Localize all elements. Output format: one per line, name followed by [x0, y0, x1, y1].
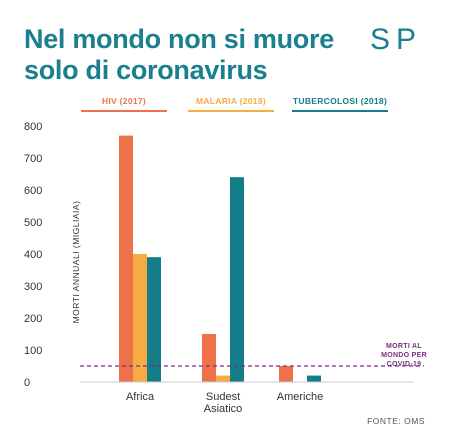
chart-title: Nel mondo non si muore solo di coronavir… — [24, 24, 374, 86]
source-note: FONTE: OMS — [367, 416, 425, 426]
legend-swatch-hiv — [81, 110, 167, 112]
covid-reference-label-line-2: MONDO PER — [381, 352, 427, 359]
bar-malaria-africa — [133, 254, 147, 382]
chart-title-line-1: Nel mondo non si muore — [24, 24, 334, 54]
legend-item-malaria: MALARIA (2018) — [188, 96, 274, 112]
covid-reference-label-line-3: COVID-19 — [387, 361, 422, 368]
y-tick-label-300: 300 — [24, 281, 42, 293]
bar-hiv-africa — [119, 135, 133, 382]
ispi-logo: ISPI — [368, 24, 424, 51]
y-tick-label-800: 800 — [24, 121, 42, 133]
y-tick-label-200: 200 — [24, 313, 42, 325]
y-tick-label-0: 0 — [24, 377, 30, 389]
legend-swatch-malaria — [188, 110, 274, 112]
covid-reference-label-line-1: MORTI AL — [386, 343, 422, 350]
bar-hiv-americhe — [279, 366, 293, 382]
bar-tuberculosis-sudest-asiatico — [230, 177, 244, 382]
ispi-logo-text: ISPI — [368, 24, 424, 51]
y-tick-label-100: 100 — [24, 345, 42, 357]
y-tick-label-500: 500 — [24, 217, 42, 229]
chart-title-line-2: solo di coronavirus — [24, 55, 268, 85]
y-tick-label-400: 400 — [24, 249, 42, 261]
legend-item-tuberculosis: TUBERCOLOSI (2018) — [292, 96, 388, 112]
legend-label-tuberculosis: TUBERCOLOSI (2018) — [292, 96, 388, 106]
x-category-label-2-line-1: Sudest — [206, 391, 240, 403]
x-category-label-2-line-2: Asiatico — [204, 403, 243, 415]
bar-hiv-sudest-asiatico — [202, 334, 216, 382]
bar-malaria-sudest-asiatico — [216, 375, 230, 382]
y-tick-label-700: 700 — [24, 153, 42, 165]
y-axis-label: MORTI ANNUALI (MIGLIAIA) — [71, 201, 81, 324]
bar-tuberculosis-americhe — [307, 375, 321, 382]
x-category-label-1-line-1: Africa — [126, 391, 155, 403]
legend-label-malaria: MALARIA (2018) — [195, 96, 266, 106]
legend-label-hiv: HIV (2017) — [101, 96, 147, 106]
y-tick-label-600: 600 — [24, 185, 42, 197]
x-category-label-3-line-1: Americhe — [277, 391, 323, 403]
legend-item-hiv: HIV (2017) — [81, 96, 167, 112]
bar-tuberculosis-africa — [147, 257, 161, 382]
legend-swatch-tuberculosis — [292, 110, 388, 112]
